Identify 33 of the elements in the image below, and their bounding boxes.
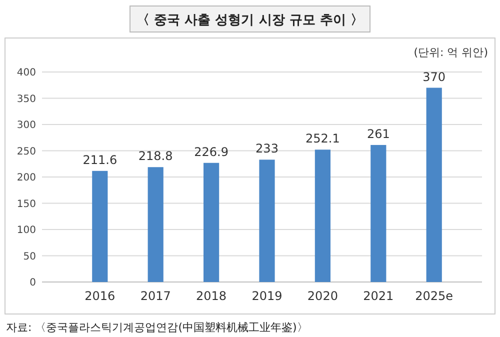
data-label: 252.1 xyxy=(306,132,340,146)
x-tick-label: 2021 xyxy=(363,289,394,303)
data-label: 370 xyxy=(422,70,446,84)
data-label: 261 xyxy=(366,126,390,141)
y-tick-label: 300 xyxy=(16,120,36,131)
bar xyxy=(92,170,108,282)
y-tick-label: 200 xyxy=(16,172,36,184)
bar xyxy=(204,162,220,282)
data-label: 211.6 xyxy=(82,152,118,167)
bar xyxy=(426,88,442,282)
y-tick-label: 400 xyxy=(16,68,36,78)
bar xyxy=(314,150,330,282)
chart-title: 〈 중국 사출 성형기 시장 규모 추이 〉 xyxy=(136,13,364,28)
y-tick-label: 0 xyxy=(30,278,36,288)
chart-subtitle: (단위: 억 위안) xyxy=(414,46,488,59)
bar xyxy=(370,144,386,282)
data-label: 233 xyxy=(256,142,278,156)
x-tick-label: 2016 xyxy=(84,289,116,303)
y-tick-label: 100 xyxy=(16,225,36,236)
bar xyxy=(259,160,275,282)
y-tick-label: 50 xyxy=(23,251,36,262)
x-tick-label: 2020 xyxy=(307,289,338,303)
data-label: 218.8 xyxy=(138,149,173,164)
y-tick-label: 350 xyxy=(16,94,36,105)
x-tick-label: 2018 xyxy=(196,289,227,303)
y-tick-label: 150 xyxy=(16,198,36,210)
data-label: 226.9 xyxy=(194,144,228,159)
x-tick-label: 2025e xyxy=(415,289,454,303)
x-tick-label: 2017 xyxy=(140,289,171,303)
bar xyxy=(148,167,164,282)
y-tick-label: 250 xyxy=(16,146,36,158)
x-tick-label: 2019 xyxy=(252,289,282,303)
text: 자료: 〈중국플라스틱기계공업연감(中国塑料机械工业年鉴)〉 xyxy=(6,321,308,334)
